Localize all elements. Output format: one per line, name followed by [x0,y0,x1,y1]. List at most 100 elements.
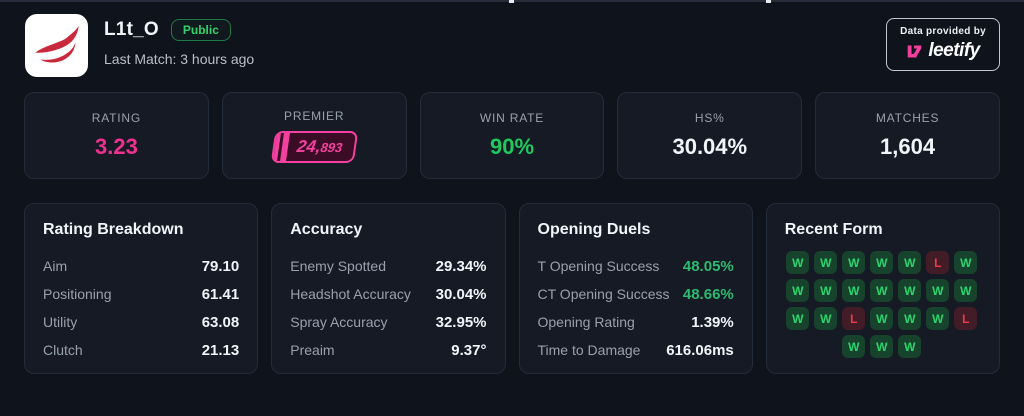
stat-line-value: 63.08 [201,313,240,331]
win-tile: W [814,307,838,330]
matches-value: 1,604 [880,134,936,159]
panel-accuracy: Accuracy Enemy Spotted 29.34% Headshot A… [271,203,506,374]
win-tile: W [786,279,810,302]
stat-line-value: 616.06ms [666,341,734,359]
win-tile: W [786,307,810,330]
stat-line-label: Headshot Accuracy [290,286,411,302]
stat-card-premier: PREMIER 24, 893 [221,92,407,179]
team-spirit-bird-icon [34,25,79,62]
win-tile: W [898,251,922,274]
stat-line-ct-opening: CT Opening Success 48.66% [538,280,734,308]
win-tile: W [870,307,894,330]
stat-line-label: CT Opening Success [537,286,670,302]
stat-line-label: Clutch [43,342,83,358]
win-tile: W [786,251,810,274]
premier-value-small: 893 [319,139,343,155]
stat-line-value: 29.34% [435,257,487,275]
stat-line-utility: Utility 63.08 [43,308,239,336]
stat-line-time-to-damage: Time to Damage 616.06ms [538,336,734,364]
detail-panels-row: Rating Breakdown Aim 79.10 Positioning 6… [0,203,1024,374]
stat-card-matches: MATCHES 1,604 [815,92,1000,179]
provider-caption: Data provided by [900,26,986,37]
panel-title: Recent Form [784,221,883,238]
avatar [25,14,88,77]
stat-line-spray-accuracy: Spray Accuracy 32.95% [290,308,486,336]
win-tile: W [870,279,894,302]
stat-line-headshot-accuracy: Headshot Accuracy 30.04% [290,280,486,308]
win-tile: W [926,307,950,330]
panel-title: Accuracy [290,221,363,238]
stat-line-preaim: Preaim 9.37° [290,336,486,364]
win-tile: W [898,279,922,302]
stat-line-aim: Aim 79.10 [43,252,239,280]
stat-line-value: 30.04% [435,285,487,303]
premier-value-main: 24, [295,136,322,156]
window-top-edge [0,0,1024,3]
panel-rating-breakdown: Rating Breakdown Aim 79.10 Positioning 6… [24,203,259,374]
stat-line-label: Utility [43,314,78,330]
stat-line-value: 61.41 [201,285,240,303]
win-tile: W [842,251,866,274]
stat-line-value: 32.95% [435,313,487,331]
stat-label: WIN RATE [479,111,545,125]
winrate-value: 90% [489,134,535,159]
win-tile: W [814,251,838,274]
panel-rows: Enemy Spotted 29.34% Headshot Accuracy 3… [290,252,486,364]
stat-label: PREMIER [284,108,345,123]
win-tile: W [870,335,894,358]
brand-name: leetify [928,40,980,61]
stat-card-rating: RATING 3.23 [24,92,209,179]
stat-card-hs: HS% 30.04% [617,92,803,179]
win-tile: W [842,335,866,358]
top-edge-tick [509,0,514,3]
stat-line-label: Spray Accuracy [290,314,388,330]
win-tile: W [814,279,838,302]
loss-tile: L [954,307,978,330]
stat-line-clutch: Clutch 21.13 [43,336,239,364]
summary-stats-row: RATING 3.23 PREMIER 24, 893 WIN RATE 90%… [0,92,1024,179]
stat-card-winrate: WIN RATE 90% [419,92,605,179]
panel-title: Opening Duels [537,221,651,238]
panel-rows: Aim 79.10 Positioning 61.41 Utility 63.0… [43,252,239,364]
stat-line-value: 21.13 [201,341,240,359]
stat-line-label: Enemy Spotted [290,258,386,274]
hs-value: 30.04% [672,134,748,159]
stat-line-value: 48.05% [682,257,734,275]
panel-rows: T Opening Success 48.05% CT Opening Succ… [538,252,734,364]
stat-line-label: Preaim [290,342,335,358]
leetify-logo-icon [908,45,922,57]
premier-rank-badge: 24, 893 [270,130,359,163]
name-row: L1t_O Public [104,19,254,41]
stat-line-positioning: Positioning 61.41 [43,280,239,308]
win-tile: W [898,307,922,330]
stat-line-label: Aim [43,258,68,274]
win-tile: W [898,335,922,358]
visibility-badge: Public [170,19,231,41]
premier-rating-value: 24, 893 [286,133,356,161]
leetify-provider-badge[interactable]: Data provided by leetify [886,18,1000,71]
header: L1t_O Public Last Match: 3 hours ago Dat… [0,0,1024,77]
stat-line-label: Time to Damage [537,342,641,358]
stat-line-t-opening: T Opening Success 48.05% [538,252,734,280]
stat-label: RATING [91,111,142,125]
stat-line-label: Opening Rating [537,314,635,330]
rating-value: 3.23 [94,134,138,159]
profile-block: L1t_O Public Last Match: 3 hours ago [25,14,254,77]
loss-tile: L [842,307,866,330]
stat-line-label: Positioning [43,286,112,302]
panel-opening-duels: Opening Duels T Opening Success 48.05% C… [518,203,753,374]
stat-line-opening-rating: Opening Rating 1.39% [538,308,734,336]
stat-label: HS% [694,111,725,125]
username: L1t_O [104,19,159,40]
win-tile: W [954,251,978,274]
stat-label: MATCHES [875,111,940,125]
loss-tile: L [926,251,950,274]
last-match-text: Last Match: 3 hours ago [104,51,255,67]
identity-block: L1t_O Public Last Match: 3 hours ago [104,14,254,77]
top-edge-tick [766,0,771,3]
stat-line-value: 1.39% [691,313,734,331]
win-tile: W [842,279,866,302]
